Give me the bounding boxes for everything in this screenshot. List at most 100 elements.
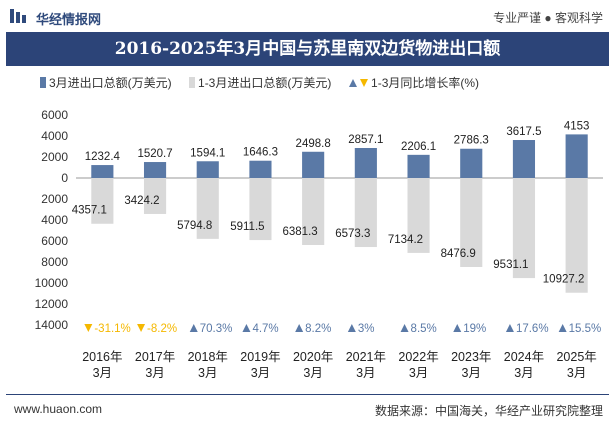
growth-label: -31.1%	[94, 323, 130, 335]
growth-label: 19%	[463, 323, 486, 335]
data-label-cumulative: 5911.5	[230, 221, 264, 233]
growth-up-triangle-icon	[295, 324, 304, 332]
bar-cumulative	[91, 178, 114, 224]
growth-label: 8.5%	[411, 323, 437, 335]
data-label-cumulative: 7134.2	[388, 234, 423, 246]
bar-cumulative	[460, 178, 483, 268]
tagline: 专业严谨 ● 客观科学	[493, 11, 603, 25]
bar-march	[302, 151, 325, 178]
bar-cumulative	[196, 178, 219, 239]
x-category-label: 3月	[356, 366, 375, 380]
bar-march	[512, 140, 536, 178]
bar-cumulative	[249, 178, 272, 241]
legend-item-growth: 1-3月同比增长率(%)	[348, 74, 480, 91]
data-label-cumulative: 4357.1	[72, 205, 107, 217]
x-category-label: 3月	[93, 366, 112, 380]
x-category-label: 2017年	[135, 350, 175, 364]
y-tick-label: 0	[61, 171, 68, 185]
footer-website: www.huaon.com	[14, 402, 103, 416]
data-label-march: 1646.3	[243, 147, 278, 159]
x-category-label: 2018年	[188, 350, 228, 364]
growth-label: 4.7%	[252, 323, 278, 335]
bar-cumulative	[354, 178, 377, 248]
legend-swatch-march	[40, 77, 46, 88]
data-label-march: 2206.1	[401, 141, 436, 153]
growth-label: 17.6%	[516, 323, 549, 335]
logo-icon	[10, 8, 30, 29]
x-category-label: 2022年	[398, 350, 438, 364]
top-bar: 华经情报网 专业严谨 ● 客观科学	[0, 0, 615, 32]
legend: 3月进出口总额(万美元) 1-3月进出口总额(万美元) 1-3月同比增长率(%)	[40, 74, 493, 91]
x-category-label: 2024年	[504, 350, 544, 364]
growth-up-triangle-icon	[453, 324, 462, 332]
bar-cumulative	[512, 178, 536, 279]
growth-up-triangle-icon	[189, 324, 198, 332]
footer-divider	[6, 394, 609, 395]
x-category-label: 3月	[409, 366, 428, 380]
bar-march	[143, 162, 167, 178]
bar-march	[354, 148, 377, 178]
data-label-march: 1594.1	[190, 147, 225, 159]
chart-area: 6000 4000 2000 0 2000 4000 6000 8000 10000 12000 1…	[35, 108, 603, 380]
x-category-label: 3月	[303, 366, 322, 380]
growth-label: 3%	[358, 323, 375, 335]
x-category-label: 3月	[514, 366, 533, 380]
data-label-march: 3617.5	[506, 126, 541, 138]
data-label-cumulative: 6381.3	[282, 226, 317, 238]
chart-title: 2016-2025年3月中国与苏里南双边货物进出口额	[6, 32, 609, 66]
footer-source: 数据来源：中国海关，华经产业研究院整理	[374, 404, 603, 418]
growth-label: 8.2%	[305, 323, 331, 335]
y-tick-label: 14000	[35, 318, 69, 332]
data-label-march: 4153	[564, 120, 590, 132]
data-label-cumulative: 10927.2	[543, 274, 585, 286]
bar-cumulative	[565, 178, 588, 293]
x-category-label: 2019年	[240, 350, 280, 364]
y-tick-label: 6000	[41, 234, 68, 248]
y-tick-label: 2000	[41, 150, 68, 164]
data-label-cumulative: 5794.8	[177, 220, 212, 232]
data-label-march: 2786.3	[454, 135, 489, 147]
growth-up-triangle-icon	[505, 324, 514, 332]
growth-up-triangle-icon	[400, 324, 409, 332]
y-tick-label: 4000	[41, 129, 68, 143]
growth-label: -8.2%	[147, 323, 177, 335]
growth-down-triangle-icon	[137, 324, 146, 332]
growth-up-triangle-icon	[558, 324, 567, 332]
bar-march	[196, 161, 219, 178]
brand-name: 华经情报网	[36, 12, 102, 27]
data-label-cumulative: 9531.1	[493, 259, 528, 271]
growth-label: 70.3%	[200, 323, 233, 335]
x-category-label: 3月	[567, 366, 586, 380]
bar-cumulative	[407, 178, 430, 253]
legend-up-triangle-icon	[348, 79, 357, 87]
x-category-label: 2023年	[451, 350, 491, 364]
data-label-cumulative: 3424.2	[124, 195, 159, 207]
y-tick-label: 6000	[41, 108, 68, 122]
legend-label-cumulative: 1-3月进出口总额(万美元)	[198, 76, 332, 90]
legend-down-triangle-icon	[360, 79, 369, 87]
data-label-march: 1520.7	[137, 148, 172, 160]
legend-label-growth: 1-3月同比增长率(%)	[371, 76, 480, 90]
bar-cumulative	[143, 178, 167, 214]
y-tick-label: 10000	[35, 276, 69, 290]
bar-march	[565, 134, 588, 178]
y-tick-label: 12000	[35, 297, 69, 311]
bar-march	[91, 165, 114, 178]
y-tick-label: 4000	[41, 213, 68, 227]
data-label-cumulative: 6573.3	[335, 228, 370, 240]
legend-item-cumulative: 1-3月进出口总额(万美元)	[189, 74, 331, 91]
growth-up-triangle-icon	[347, 324, 356, 332]
x-category-label: 2016年	[82, 350, 122, 364]
x-category-label: 2021年	[346, 350, 386, 364]
growth-down-triangle-icon	[84, 324, 93, 332]
data-label-cumulative: 8476.9	[441, 248, 476, 260]
data-label-march: 2857.1	[348, 134, 383, 146]
x-category-label: 3月	[251, 366, 270, 380]
bar-march	[460, 148, 483, 178]
x-category-label: 2025年	[556, 350, 596, 364]
y-tick-label: 8000	[41, 255, 68, 269]
x-category-label: 3月	[145, 366, 164, 380]
growth-label: 15.5%	[569, 323, 602, 335]
x-category-label: 3月	[198, 366, 217, 380]
bar-march	[407, 154, 430, 178]
